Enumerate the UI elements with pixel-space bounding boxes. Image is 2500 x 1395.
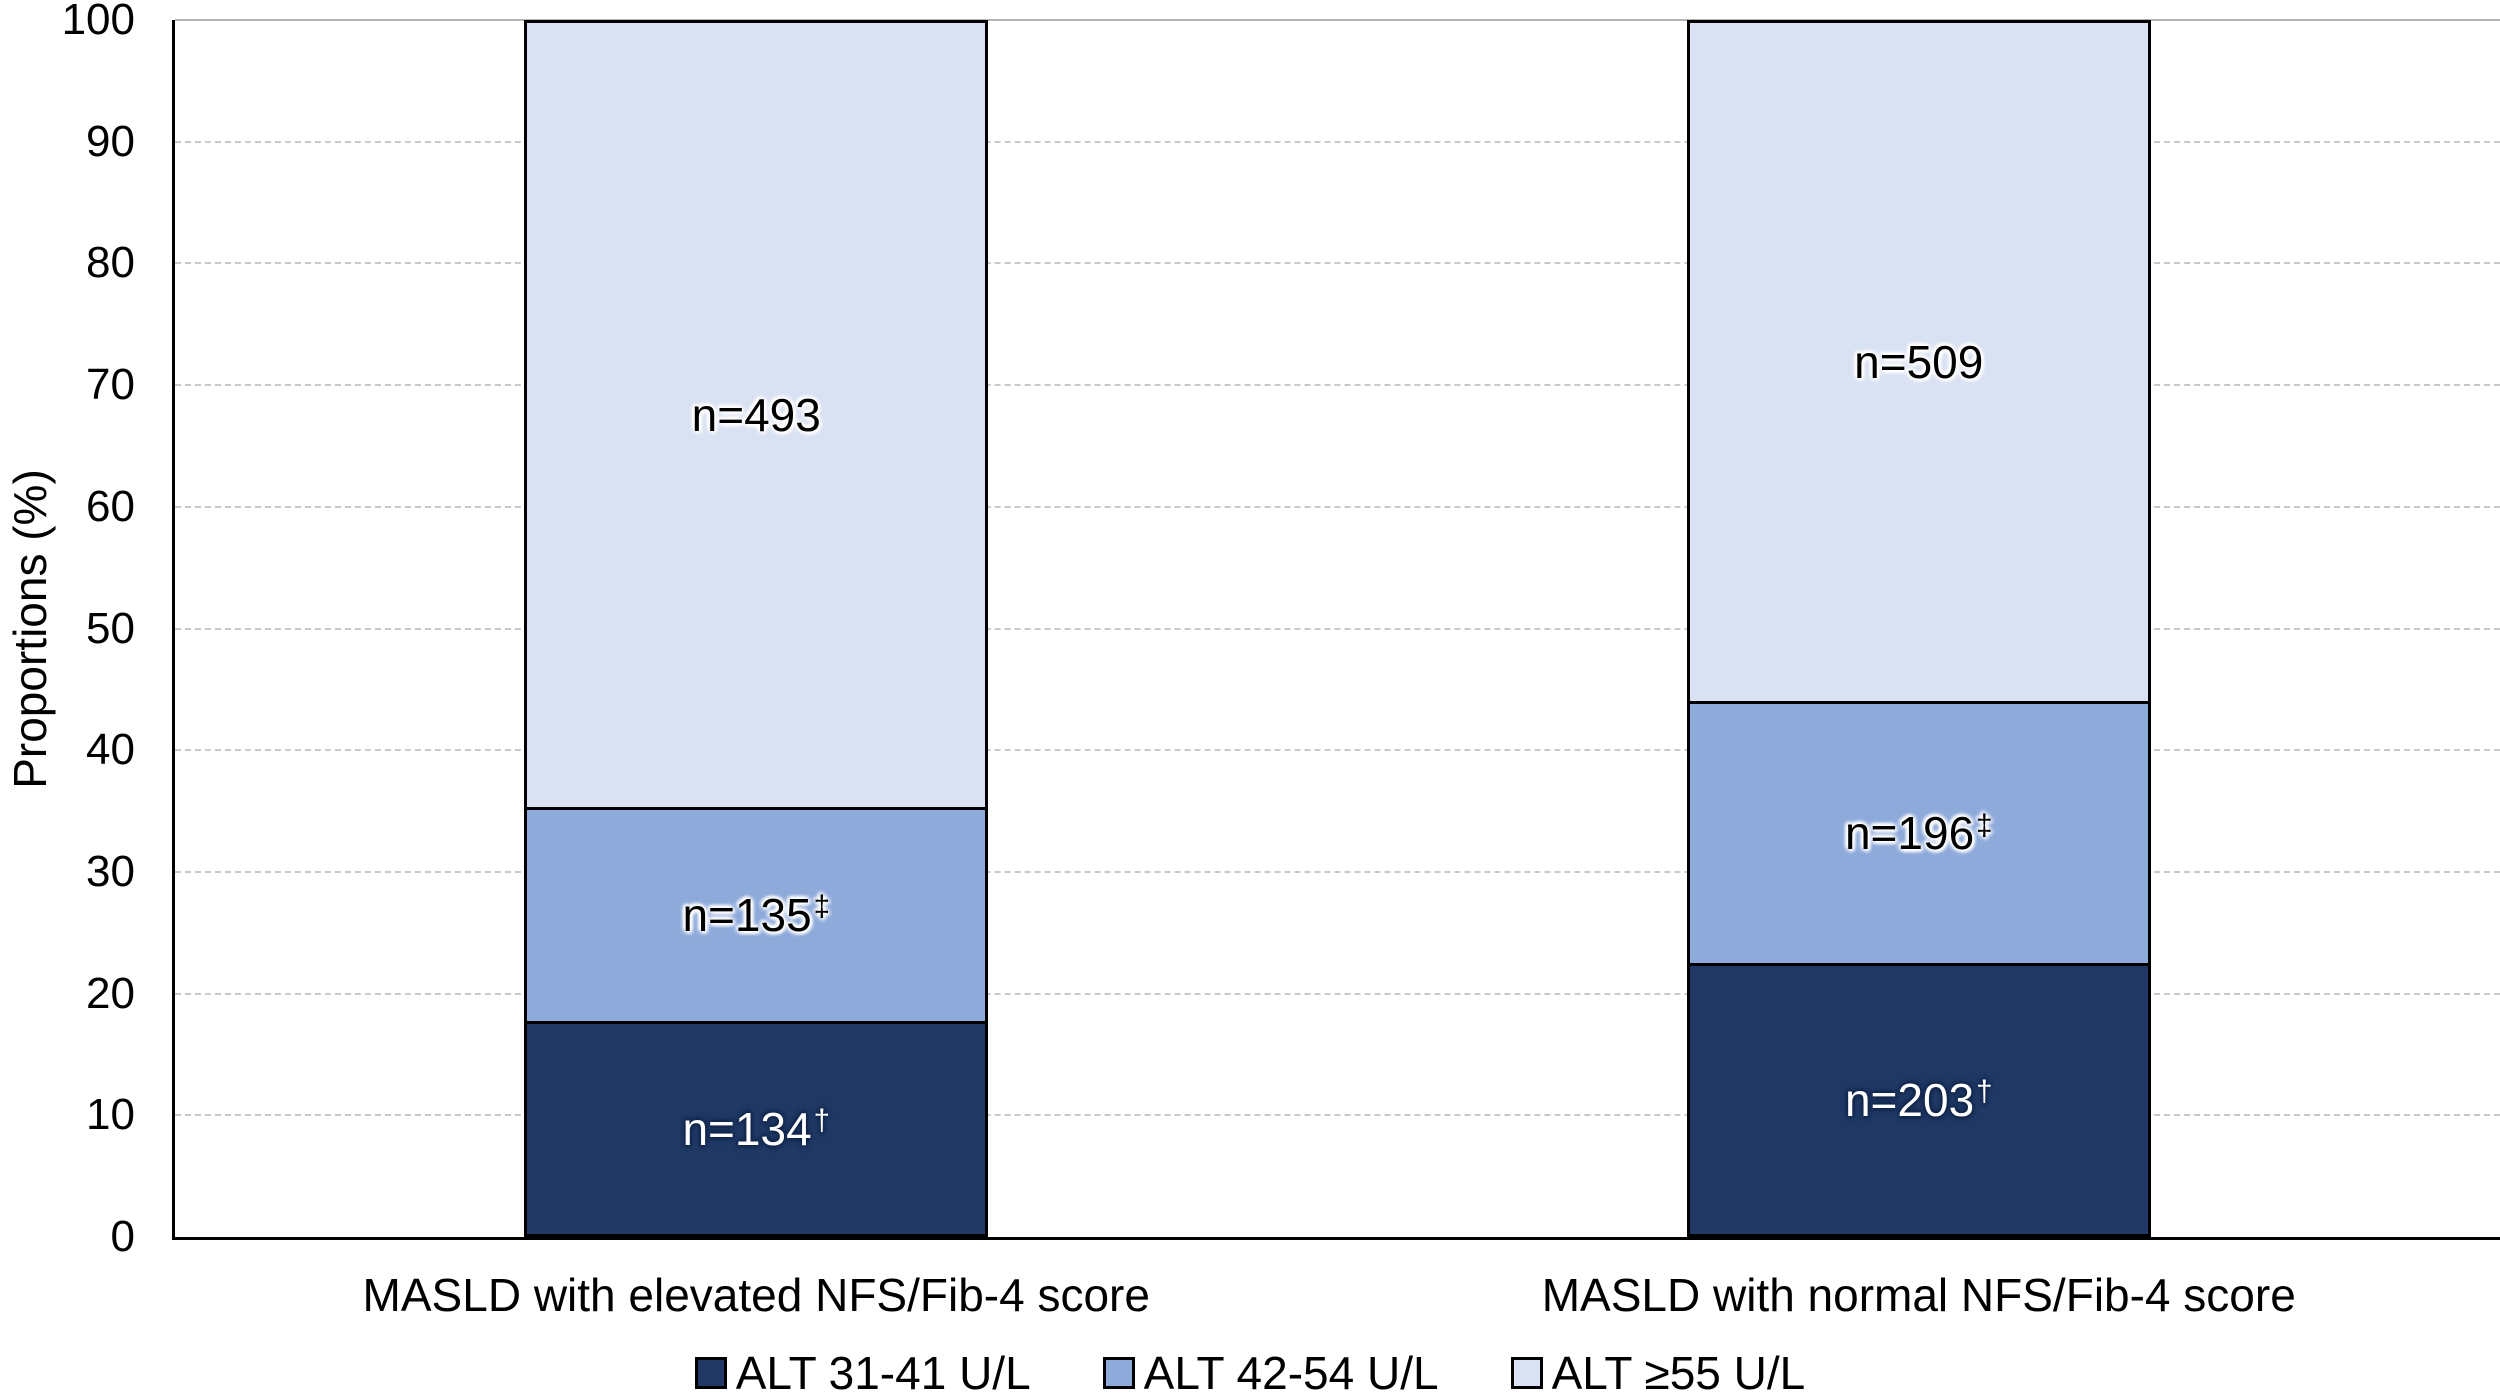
y-tick-label-30: 30 [86,846,135,896]
y-tick-label-40: 40 [86,725,135,775]
gridline-50 [175,627,2500,630]
gridline-10 [175,1114,2500,1117]
bar-1-segment-2: n=135‡ [527,806,986,1021]
superscript-marker: † [813,1104,831,1138]
data-label: n=135‡ [682,889,831,942]
data-label: n=196‡ [1844,807,1993,860]
data-label: n=509 [1854,336,1984,389]
bar-2-segment-3: n=509 [1689,23,2148,702]
gridline-90 [175,140,2500,143]
legend-label: ALT 42-54 U/L [1143,1347,1439,1395]
data-label: n=134† [682,1102,831,1155]
legend-label: ALT ≥55 U/L [1551,1347,1806,1395]
gridline-60 [175,505,2500,508]
y-tick-label-90: 90 [86,116,135,166]
gridline-30 [175,870,2500,873]
plot-area: n=134† n=135‡ n=493 n=203† n=196‡ n=509 [172,19,2500,1240]
y-axis-line [172,20,175,1240]
data-label: n=493 [691,388,821,441]
data-label: n=203† [1844,1073,1993,1126]
gridline-80 [175,262,2500,265]
legend-item-2: ALT 42-54 U/L [1102,1347,1439,1395]
x-category-label-2: MASLD with normal NFS/Fib-4 score [1541,1269,2296,1321]
gridline-100 [175,19,2500,21]
x-category-label-1: MASLD with elevated NFS/Fib-4 score [362,1269,1150,1321]
bar-2-segment-2: n=196‡ [1689,701,2148,963]
y-tick-label-10: 10 [86,1090,135,1140]
superscript-marker: ‡ [1976,808,1993,842]
legend-swatch-icon [694,1357,727,1389]
y-tick-label-100: 100 [61,0,135,44]
legend: ALT 31-41 U/L ALT 42-54 U/L ALT ≥55 U/L [0,1350,2500,1395]
x-category-labels: MASLD with elevated NFS/Fib-4 score MASLD… [175,1272,2500,1332]
y-tick-labels: 0 10 20 30 40 50 60 70 80 90 100 [0,0,135,1259]
superscript-marker: † [1976,1075,1993,1109]
legend-item-3: ALT ≥55 U/L [1510,1347,1806,1395]
superscript-marker: ‡ [813,890,831,924]
bar-1-segment-1: n=134† [527,1020,986,1234]
gridline-70 [175,384,2500,387]
gridlines [175,19,2500,1237]
bar-2: n=203† n=196‡ n=509 [1686,20,2151,1237]
gridline-40 [175,749,2500,752]
legend-item-1: ALT 31-41 U/L [694,1347,1031,1395]
y-tick-label-50: 50 [86,603,135,653]
y-tick-label-20: 20 [86,968,135,1018]
y-tick-label-0: 0 [110,1212,135,1261]
bars-layer: n=134† n=135‡ n=493 n=203† n=196‡ n=509 [175,20,2500,1237]
bar-1: n=134† n=135‡ n=493 [524,20,989,1237]
y-tick-label-80: 80 [86,238,135,288]
y-tick-label-70: 70 [86,360,135,410]
bar-1-segment-3: n=493 [527,23,986,807]
legend-swatch-icon [1510,1357,1543,1389]
bar-2-segment-1: n=203† [1689,962,2148,1234]
x-axis-line [172,1237,2500,1240]
legend-swatch-icon [1102,1357,1135,1389]
y-tick-label-60: 60 [86,481,135,531]
legend-label: ALT 31-41 U/L [735,1347,1031,1395]
gridline-20 [175,992,2500,995]
